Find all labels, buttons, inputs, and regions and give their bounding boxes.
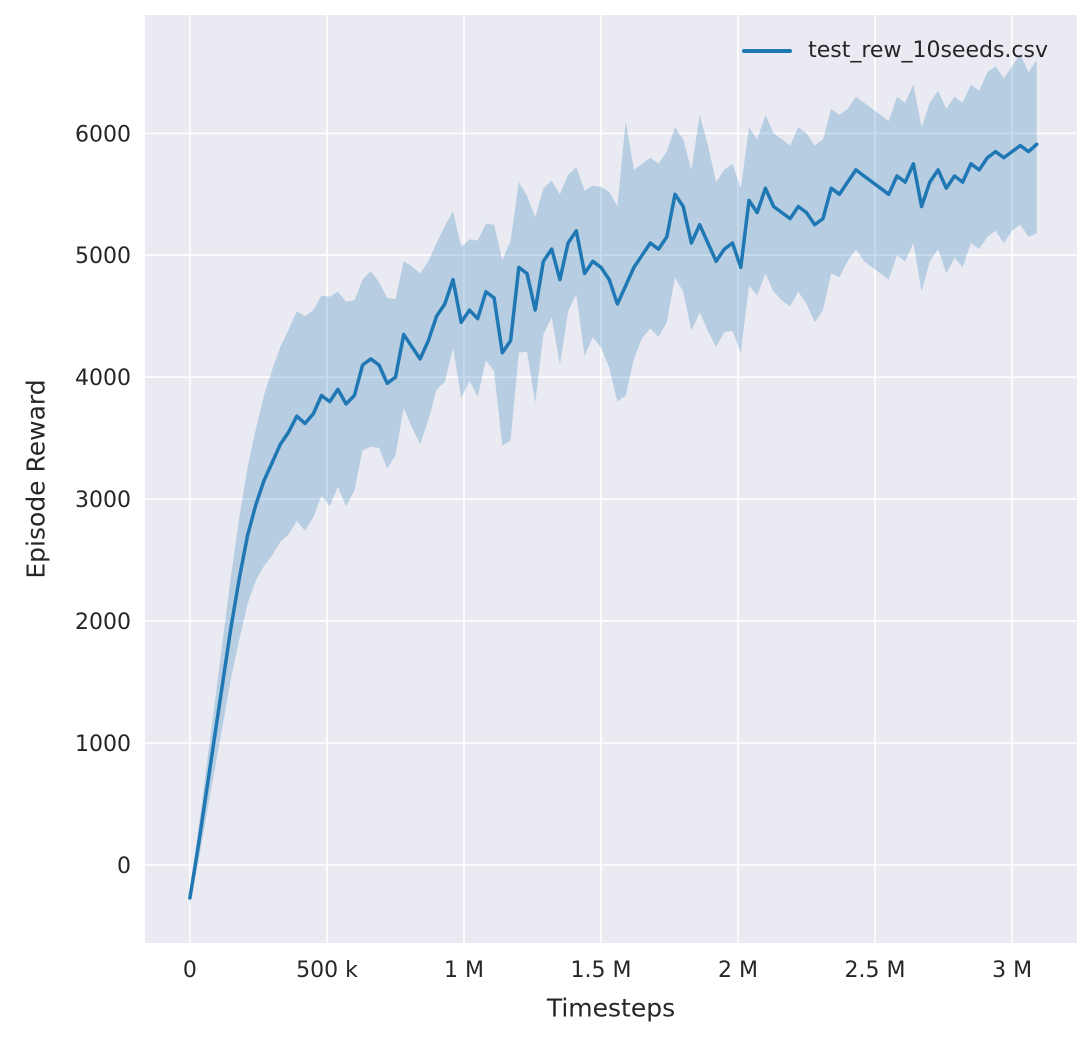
y-tick-label: 2000 [75,610,131,635]
y-tick-label: 0 [117,854,131,879]
x-tick-label: 2 M [718,958,758,983]
x-tick-label: 0 [183,958,197,983]
y-tick-label: 5000 [75,244,131,269]
x-axis-label: Timesteps [546,993,676,1023]
x-tick-label: 1 M [444,958,484,983]
y-axis-label: Episode Reward [21,379,51,579]
x-tick-label: 2.5 M [845,958,906,983]
x-tick-label: 3 M [992,958,1032,983]
y-tick-label: 6000 [75,122,131,147]
y-tick-label: 1000 [75,732,131,757]
y-tick-label: 4000 [75,366,131,391]
confidence-band [189,54,1037,906]
x-tick-label: 500 k [296,958,358,983]
y-tick-label: 3000 [75,488,131,513]
plot-background [145,15,1077,943]
legend: test_rew_10seeds.csv [742,38,1048,63]
legend-line-sample [742,48,793,53]
mean-line [188,142,1039,900]
legend-label: test_rew_10seeds.csv [808,38,1048,63]
x-tick-label: 1.5 M [571,958,632,983]
